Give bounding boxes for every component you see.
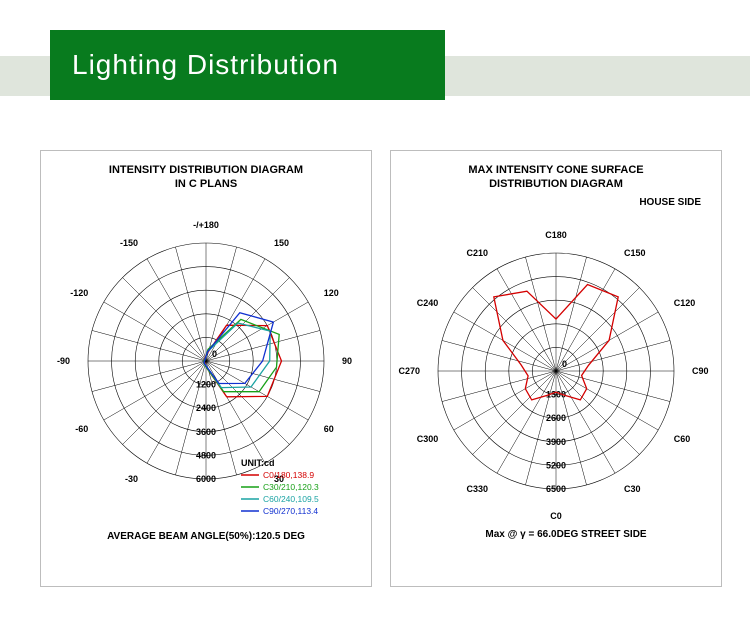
svg-text:AVERAGE BEAM ANGLE(50%):120.5: AVERAGE BEAM ANGLE(50%):120.5 DEG — [107, 531, 305, 542]
svg-text:C0/180,138.9: C0/180,138.9 — [263, 470, 314, 480]
svg-text:120: 120 — [324, 288, 339, 298]
svg-text:6000: 6000 — [196, 474, 216, 484]
svg-text:C270: C270 — [398, 366, 420, 376]
cone-surface-chart: MAX INTENSITY CONE SURFACE DISTRIBUTION D… — [391, 151, 721, 586]
svg-text:Max @ γ = 66.0DEG STREET SIDE: Max @ γ = 66.0DEG STREET SIDE — [485, 529, 647, 540]
svg-text:C90/270,113.4: C90/270,113.4 — [263, 506, 318, 516]
svg-text:C60: C60 — [674, 434, 691, 444]
svg-text:2400: 2400 — [196, 403, 216, 413]
svg-text:0: 0 — [212, 349, 217, 359]
svg-text:MAX INTENSITY CONE SURFACE: MAX INTENSITY CONE SURFACE — [468, 164, 643, 176]
svg-text:C210: C210 — [466, 248, 488, 258]
intensity-distribution-panel: INTENSITY DISTRIBUTION DIAGRAM IN C PLANS… — [40, 150, 372, 587]
svg-text:C0: C0 — [550, 511, 562, 521]
svg-text:2600: 2600 — [546, 413, 566, 423]
svg-text:HOUSE SIDE: HOUSE SIDE — [639, 197, 701, 208]
svg-text:C330: C330 — [466, 484, 488, 494]
svg-text:-90: -90 — [57, 356, 70, 366]
intensity-distribution-chart: INTENSITY DISTRIBUTION DIAGRAM IN C PLANS… — [41, 151, 371, 586]
svg-text:-/+180: -/+180 — [193, 220, 219, 230]
svg-text:C120: C120 — [674, 298, 696, 308]
svg-text:C30/210,120.3: C30/210,120.3 — [263, 482, 319, 492]
svg-text:3900: 3900 — [546, 437, 566, 447]
cone-surface-panel: MAX INTENSITY CONE SURFACE DISTRIBUTION D… — [390, 150, 722, 587]
charts-row: INTENSITY DISTRIBUTION DIAGRAM IN C PLANS… — [40, 150, 725, 587]
svg-text:-150: -150 — [120, 238, 138, 248]
svg-text:3600: 3600 — [196, 427, 216, 437]
svg-text:5200: 5200 — [546, 460, 566, 470]
svg-text:-120: -120 — [70, 288, 88, 298]
svg-text:DISTRIBUTION DIAGRAM: DISTRIBUTION DIAGRAM — [489, 178, 623, 190]
svg-text:90: 90 — [342, 356, 352, 366]
section-header: Lighting Distribution — [50, 30, 445, 100]
svg-text:4800: 4800 — [196, 450, 216, 460]
svg-text:-60: -60 — [75, 424, 88, 434]
svg-text:C60/240,109.5: C60/240,109.5 — [263, 494, 319, 504]
section-title: Lighting Distribution — [72, 49, 339, 81]
svg-text:C240: C240 — [417, 298, 439, 308]
svg-text:C150: C150 — [624, 248, 646, 258]
svg-text:6500: 6500 — [546, 484, 566, 494]
svg-text:C30: C30 — [624, 484, 641, 494]
svg-text:1200: 1200 — [196, 380, 216, 390]
svg-text:150: 150 — [274, 238, 289, 248]
svg-text:0: 0 — [562, 359, 567, 369]
svg-text:-30: -30 — [125, 474, 138, 484]
svg-text:60: 60 — [324, 424, 334, 434]
svg-text:C180: C180 — [545, 230, 567, 240]
svg-text:INTENSITY DISTRIBUTION DIAGRAM: INTENSITY DISTRIBUTION DIAGRAM — [109, 164, 303, 176]
svg-text:IN C PLANS: IN C PLANS — [175, 178, 237, 190]
svg-text:C90: C90 — [692, 366, 709, 376]
svg-text:C300: C300 — [417, 434, 439, 444]
svg-text:UNIT:cd: UNIT:cd — [241, 458, 275, 468]
